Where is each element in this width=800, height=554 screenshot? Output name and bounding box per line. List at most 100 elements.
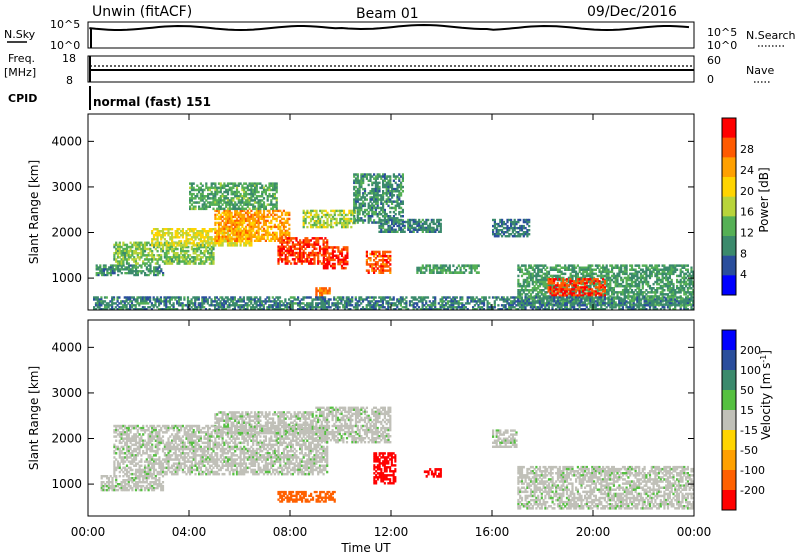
heatmap-cell bbox=[614, 284, 617, 288]
heatmap-cell bbox=[154, 238, 157, 241]
heatmap-cell bbox=[277, 249, 280, 253]
heatmap-cell bbox=[630, 289, 634, 292]
heatmap-cell bbox=[398, 185, 401, 189]
heatmap-cell bbox=[201, 304, 204, 307]
heatmap-cell bbox=[448, 269, 451, 272]
heatmap-cell bbox=[208, 188, 211, 192]
heatmap-cell bbox=[253, 233, 257, 237]
heatmap-cell bbox=[522, 220, 525, 224]
heatmap-cell bbox=[237, 199, 240, 202]
heatmap-cell bbox=[517, 220, 520, 224]
heatmap-cell bbox=[533, 268, 536, 271]
heatmap-cell bbox=[383, 219, 386, 222]
heatmap-cell bbox=[306, 215, 309, 219]
heatmap-cell bbox=[214, 306, 217, 309]
heatmap-cell bbox=[154, 242, 157, 245]
heatmap-cell bbox=[641, 274, 644, 278]
heatmap-cell bbox=[324, 266, 327, 270]
heatmap-cell bbox=[208, 197, 211, 200]
heatmap-cell bbox=[663, 266, 666, 269]
heatmap-cell bbox=[206, 302, 209, 305]
heatmap-cell bbox=[185, 262, 188, 265]
heatmap-cell bbox=[333, 250, 336, 253]
heatmap-cell bbox=[225, 197, 228, 200]
heatmap-cell bbox=[648, 272, 652, 276]
heatmap-cell bbox=[616, 272, 619, 276]
heatmap-cell bbox=[234, 242, 237, 245]
heatmap-cell bbox=[257, 225, 260, 229]
heatmap-cell bbox=[158, 304, 161, 307]
heatmap-cell bbox=[369, 206, 372, 210]
heatmap-cell bbox=[261, 192, 264, 196]
heatmap-cell bbox=[663, 270, 666, 274]
heatmap-cell bbox=[252, 203, 255, 206]
heatmap-cell bbox=[401, 210, 404, 214]
heatmap-cell bbox=[186, 298, 190, 301]
heatmap-cell bbox=[573, 288, 576, 291]
heatmap-cell bbox=[235, 221, 239, 225]
heatmap-cell bbox=[174, 245, 177, 249]
heatmap-cell bbox=[169, 247, 172, 251]
heatmap-cell bbox=[223, 230, 226, 233]
heatmap-cell bbox=[153, 272, 156, 275]
heatmap-cell bbox=[322, 289, 326, 293]
heatmap-cell bbox=[290, 253, 293, 257]
heatmap-cell bbox=[373, 198, 376, 201]
heatmap-cell bbox=[400, 194, 403, 197]
heatmap-cell bbox=[410, 230, 413, 233]
heatmap-cell bbox=[223, 197, 226, 200]
heatmap-cell bbox=[180, 249, 183, 253]
heatmap-cell bbox=[226, 306, 229, 309]
heatmap-cell bbox=[116, 260, 120, 263]
heatmap-cell bbox=[286, 233, 289, 237]
heatmap-cell bbox=[176, 241, 179, 245]
heatmap-cell bbox=[342, 219, 346, 223]
heatmap-cell bbox=[161, 228, 165, 231]
heatmap-cell bbox=[214, 237, 217, 240]
heatmap-cell bbox=[648, 274, 652, 278]
heatmap-cell bbox=[235, 244, 239, 247]
heatmap-cell bbox=[356, 217, 359, 220]
heatmap-cell bbox=[339, 258, 342, 262]
heatmap-cell bbox=[203, 302, 206, 305]
heatmap-cell bbox=[216, 209, 219, 213]
heatmap-cell bbox=[654, 293, 657, 296]
heatmap-cell bbox=[172, 242, 175, 245]
heatmap-cell bbox=[672, 264, 675, 267]
heatmap-cell bbox=[661, 274, 664, 278]
heatmap-cell bbox=[549, 288, 552, 291]
heatmap-cell bbox=[378, 259, 381, 262]
heatmap-cell bbox=[252, 182, 255, 185]
heatmap-cell bbox=[475, 271, 478, 274]
heatmap-cell bbox=[457, 271, 460, 274]
heatmap-cell bbox=[526, 231, 529, 234]
heatmap-cell bbox=[149, 300, 152, 303]
heatmap-cell bbox=[259, 203, 262, 206]
heatmap-cell bbox=[621, 278, 625, 282]
heatmap-cell bbox=[369, 200, 372, 203]
heatmap-cell bbox=[145, 273, 148, 277]
heatmap-cell bbox=[122, 249, 125, 253]
heatmap-cell bbox=[392, 224, 395, 228]
heatmap-cell bbox=[201, 197, 204, 200]
heatmap-cell bbox=[575, 266, 578, 269]
heatmap-cell bbox=[354, 190, 358, 193]
heatmap-cell bbox=[611, 287, 614, 290]
heatmap-cell bbox=[176, 244, 179, 247]
heatmap-cell bbox=[578, 278, 581, 281]
heatmap-cell bbox=[353, 200, 356, 203]
heatmap-cell bbox=[627, 293, 630, 296]
heatmap-cell bbox=[125, 254, 129, 257]
heatmap-cell bbox=[634, 268, 637, 271]
heatmap-cell bbox=[255, 188, 258, 192]
heatmap-cell bbox=[138, 264, 141, 267]
heatmap-cell bbox=[172, 244, 175, 247]
heatmap-cell bbox=[111, 304, 114, 307]
heatmap-cell bbox=[396, 200, 399, 203]
heatmap-cell bbox=[273, 225, 276, 229]
heatmap-cell bbox=[226, 215, 230, 219]
heatmap-cell bbox=[681, 280, 684, 284]
heatmap-cell bbox=[237, 182, 240, 185]
heatmap-cell bbox=[104, 268, 107, 271]
heatmap-cell bbox=[284, 262, 287, 265]
